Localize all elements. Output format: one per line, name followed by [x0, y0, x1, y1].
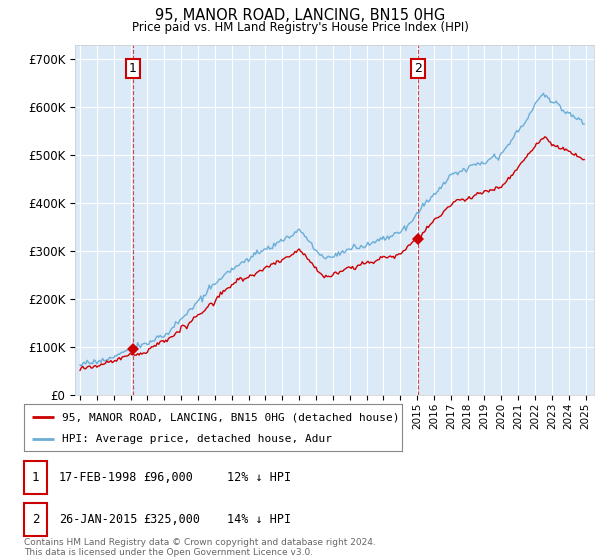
Text: 26-JAN-2015: 26-JAN-2015 [59, 513, 137, 526]
Text: 1: 1 [128, 62, 137, 75]
Text: 14% ↓ HPI: 14% ↓ HPI [227, 513, 291, 526]
Text: Price paid vs. HM Land Registry's House Price Index (HPI): Price paid vs. HM Land Registry's House … [131, 21, 469, 34]
Text: £325,000: £325,000 [143, 513, 200, 526]
Text: 95, MANOR ROAD, LANCING, BN15 0HG (detached house): 95, MANOR ROAD, LANCING, BN15 0HG (detac… [62, 412, 400, 422]
Text: 95, MANOR ROAD, LANCING, BN15 0HG: 95, MANOR ROAD, LANCING, BN15 0HG [155, 8, 445, 24]
Text: 2: 2 [32, 513, 39, 526]
Text: 2: 2 [415, 62, 422, 75]
Text: £96,000: £96,000 [143, 471, 193, 484]
Text: 1: 1 [32, 471, 39, 484]
Text: Contains HM Land Registry data © Crown copyright and database right 2024.
This d: Contains HM Land Registry data © Crown c… [24, 538, 376, 557]
Text: 17-FEB-1998: 17-FEB-1998 [59, 471, 137, 484]
Text: HPI: Average price, detached house, Adur: HPI: Average price, detached house, Adur [62, 434, 332, 444]
Text: 12% ↓ HPI: 12% ↓ HPI [227, 471, 291, 484]
